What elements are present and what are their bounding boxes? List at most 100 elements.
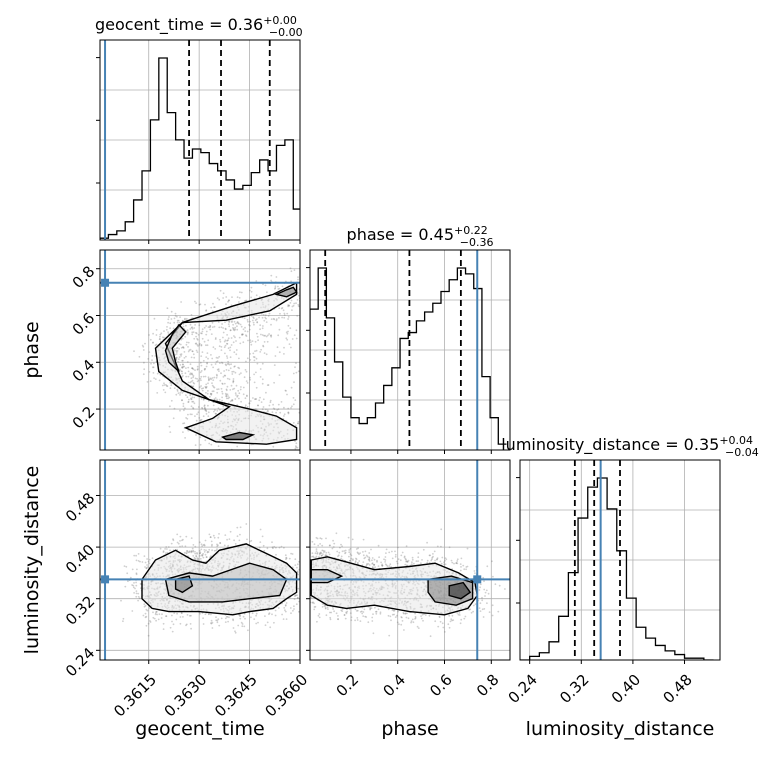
sample-point xyxy=(356,609,359,612)
sample-point xyxy=(222,465,224,467)
sample-point xyxy=(176,321,179,324)
sample-point xyxy=(302,293,304,295)
sample-point xyxy=(245,380,248,382)
sample-point xyxy=(144,561,147,564)
sample-point xyxy=(203,326,206,329)
sample-point xyxy=(200,355,203,357)
sample-point xyxy=(219,362,221,364)
sample-point xyxy=(379,612,382,615)
sample-point xyxy=(228,363,231,366)
sample-point xyxy=(141,344,144,347)
sample-point xyxy=(179,392,182,394)
sample-point xyxy=(318,616,321,619)
sample-point xyxy=(384,559,387,561)
sample-point xyxy=(217,388,220,390)
sample-point xyxy=(262,325,264,327)
sample-point xyxy=(394,616,397,618)
sample-point xyxy=(297,303,300,306)
sample-point xyxy=(295,371,298,374)
sample-point xyxy=(421,613,424,616)
sample-point xyxy=(142,349,145,351)
sample-point xyxy=(306,274,308,276)
sample-point xyxy=(252,356,255,358)
sample-point xyxy=(167,546,170,548)
sample-point xyxy=(307,407,309,409)
sample-point xyxy=(173,321,176,324)
sample-point xyxy=(222,336,224,339)
sample-point xyxy=(254,398,256,400)
sample-point xyxy=(335,612,338,615)
scatter-panel-luminosity-distance-vs-geocent-time xyxy=(100,460,309,660)
sample-point xyxy=(294,399,297,401)
sample-point xyxy=(260,348,262,351)
sample-point xyxy=(224,392,227,395)
sample-point xyxy=(226,342,228,345)
sample-point xyxy=(182,363,184,366)
sample-point xyxy=(158,379,161,382)
sample-point xyxy=(159,547,162,550)
sample-point xyxy=(198,324,201,327)
sample-point xyxy=(190,551,193,554)
sample-point xyxy=(302,569,304,571)
sample-point xyxy=(146,609,149,612)
sample-point xyxy=(463,617,466,620)
sample-point xyxy=(237,366,240,369)
sample-point xyxy=(232,627,235,629)
sample-point xyxy=(202,375,205,378)
sample-point xyxy=(167,321,170,324)
sample-point xyxy=(438,616,441,619)
sample-point xyxy=(307,600,309,602)
sample-point xyxy=(195,349,198,352)
sample-point xyxy=(264,615,266,617)
sample-point xyxy=(149,621,152,623)
sample-point xyxy=(296,563,299,566)
sample-point xyxy=(297,276,299,278)
sample-point xyxy=(445,558,448,561)
sample-point xyxy=(237,461,239,463)
sample-point xyxy=(312,601,314,604)
sample-point xyxy=(232,381,235,384)
sample-point xyxy=(235,349,238,351)
sample-point xyxy=(197,345,199,347)
sample-point xyxy=(196,552,198,554)
sample-point xyxy=(191,367,194,370)
sample-point xyxy=(369,607,371,609)
sample-point xyxy=(176,315,178,318)
sample-point xyxy=(156,613,159,616)
sample-point xyxy=(231,399,234,401)
sample-point xyxy=(178,321,181,324)
sample-point xyxy=(393,609,396,612)
sample-point xyxy=(266,340,269,343)
sample-point xyxy=(323,551,325,553)
sample-point xyxy=(191,367,193,369)
sample-point xyxy=(202,556,205,559)
sample-point xyxy=(174,315,177,317)
sample-point xyxy=(322,553,324,555)
sample-point xyxy=(259,368,262,370)
sample-point xyxy=(268,613,270,616)
sample-point xyxy=(190,627,193,630)
sample-point xyxy=(381,564,383,567)
sample-point xyxy=(371,620,374,622)
sample-point xyxy=(388,634,391,637)
sample-point xyxy=(228,396,231,399)
sample-point xyxy=(199,371,202,374)
sample-point xyxy=(332,608,334,610)
sample-point xyxy=(200,343,203,346)
sample-point xyxy=(320,537,323,540)
sample-point xyxy=(244,397,247,400)
sample-point xyxy=(192,368,195,371)
sample-point xyxy=(482,576,485,579)
sample-point xyxy=(180,338,183,341)
sample-point xyxy=(261,316,264,319)
sample-point xyxy=(294,366,296,369)
sample-point xyxy=(199,552,201,555)
sample-point xyxy=(344,617,347,620)
sample-point xyxy=(225,364,228,367)
sample-point xyxy=(219,338,221,341)
sample-point xyxy=(211,357,214,360)
sample-point xyxy=(178,356,181,359)
sample-point xyxy=(291,553,294,555)
sample-point xyxy=(255,371,257,374)
sample-point xyxy=(429,635,432,638)
